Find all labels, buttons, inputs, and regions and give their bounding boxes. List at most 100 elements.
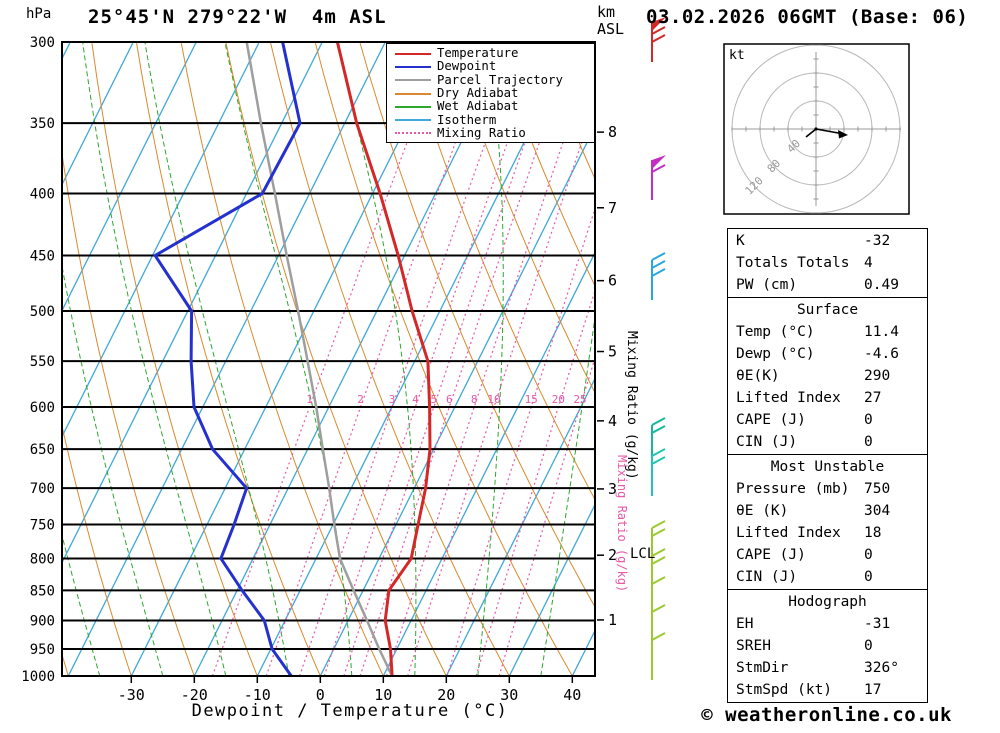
mixing-ratio-axis-label-pink: Mixing Ratio (g/kg) <box>615 455 629 593</box>
table-row: Lifted Index 27 <box>728 387 927 409</box>
table-row-label: Lifted Index <box>736 390 841 406</box>
table-section: K -32 Totals Totals 4 PW (cm) 0.49 <box>727 228 928 298</box>
legend-item: Mixing Ratio <box>387 125 594 140</box>
table-section: Most Unstable Pressure (mb) 750 θE (K) 304 Li… <box>727 454 928 590</box>
copyright: © weatheronline.co.uk <box>701 704 952 726</box>
table-row: θE(K) 290 <box>728 365 927 387</box>
legend-item: Temperature <box>387 47 594 60</box>
dry-adiabat-line <box>91 42 258 676</box>
table-row: PW (cm) 0.49 <box>728 274 927 296</box>
table-row-label: Lifted Index <box>736 525 841 541</box>
wind-barb <box>651 252 666 300</box>
table-row-value: 17 <box>864 682 882 698</box>
temp-tick-label: 0 <box>316 686 325 704</box>
pressure-tick-label: 550 <box>30 354 55 370</box>
mixing-ratio-value-label: 6 <box>446 393 453 406</box>
height-unit-km: km <box>597 3 616 21</box>
table-row-value: -31 <box>864 616 891 632</box>
legend-line-sample <box>395 92 431 95</box>
table-row: CIN (J) 0 <box>728 431 927 453</box>
legend-item-label: Isotherm <box>437 112 497 127</box>
dry-adiabat-line <box>493 42 595 288</box>
temp-tick-label: -20 <box>181 686 208 704</box>
pressure-tick-label: 450 <box>30 249 55 265</box>
hodograph-origin-dot <box>814 127 818 131</box>
table-row-label: EH <box>736 616 754 632</box>
lcl-label: LCL <box>630 546 656 562</box>
table-row: Pressure (mb) 750 <box>728 478 927 500</box>
table-row: θE (K) 304 <box>728 500 927 522</box>
legend-item: Isotherm <box>387 113 594 126</box>
wind-barb <box>651 17 666 62</box>
page-title: 25°45'N 279°22'W 4m ASL <box>88 6 387 28</box>
legend-item: Wet Adiabat <box>387 100 594 113</box>
table-row-label: CAPE (J) <box>736 412 806 428</box>
height-tick-label: 7 <box>608 199 617 217</box>
isotherm-line <box>508 503 595 676</box>
pressure-tick-label: 950 <box>30 642 55 658</box>
mixing-ratio-line <box>359 42 575 676</box>
legend-item-label: Mixing Ratio <box>437 125 526 140</box>
dry-adiabat-line <box>0 42 5 676</box>
legend-item: Dewpoint <box>387 60 594 73</box>
mixing-ratio-value-label: 4 <box>412 393 419 406</box>
isotherm-line <box>319 125 595 676</box>
dry-adiabat-line <box>448 42 595 394</box>
table-row-label: Dewp (°C) <box>736 346 815 362</box>
table-section-header: Surface <box>796 302 859 318</box>
table-row-label: θE (K) <box>736 503 789 519</box>
isotherm-line <box>193 42 512 676</box>
pressure-tick-label: 500 <box>30 304 55 320</box>
table-row-value: 11.4 <box>864 324 899 340</box>
chart-frame <box>61 41 596 677</box>
mixing-ratio-value-label: 5 <box>430 393 437 406</box>
isotherm-line <box>256 42 575 676</box>
legend-line-sample <box>395 105 431 108</box>
table-row-label: Temp (°C) <box>736 324 815 340</box>
legend-item: Dry Adiabat <box>387 87 594 100</box>
height-tick-label: 8 <box>608 123 617 141</box>
legend-line-sample <box>395 119 431 122</box>
skewt-plot-area: 1 2 3 4 5 6 8 10 15 20 25 <box>0 42 595 676</box>
wet-adiabat-line <box>336 42 417 676</box>
height-tick-label: 3 <box>608 480 617 498</box>
height-axis-unit: km ASL <box>597 4 624 38</box>
table-row-value: 0 <box>864 412 873 428</box>
height-tick-label: 2 <box>608 546 617 564</box>
legend-line-sample <box>395 132 431 135</box>
table-row-value: 4 <box>864 255 873 271</box>
wind-barb-column <box>651 17 666 680</box>
legend-item-label: Temperature <box>437 46 519 61</box>
isotherm-line <box>445 377 595 676</box>
parcel-trajectory-curve <box>245 42 394 676</box>
table-row: K -32 <box>728 230 927 252</box>
table-section: Surface Temp (°C) 11.4 Dewp (°C) -4.6 θE(K) 29… <box>727 297 928 455</box>
table-row-label: θE(K) <box>736 368 780 384</box>
table-row-label: CIN (J) <box>736 569 798 585</box>
pressure-tick-label: 1000 <box>21 669 55 685</box>
temp-tick-label: 30 <box>500 686 518 704</box>
legend-line-sample <box>395 79 431 82</box>
table-row: CAPE (J) 0 <box>728 409 927 431</box>
temperature-curve <box>335 42 432 676</box>
table-row-label: PW (cm) <box>736 277 798 293</box>
pressure-tick-label: 750 <box>30 518 55 534</box>
table-section: Hodograph EH -31 SREH 0 StmDir 326° StmSpd (kt)… <box>727 589 928 703</box>
table-section-header: Most Unstable <box>770 459 885 475</box>
hodograph-trace-arrow <box>838 130 848 139</box>
mixing-ratio-value-label: 10 <box>487 393 500 406</box>
table-row-value: 0.49 <box>864 277 899 293</box>
temp-tick-label: 20 <box>437 686 455 704</box>
table-row-value: 750 <box>864 481 891 497</box>
wet-adiabat-line <box>540 313 595 676</box>
height-unit-asl: ASL <box>597 20 625 38</box>
mixing-ratio-value-label: 20 <box>552 393 565 406</box>
table-row-value: -32 <box>864 233 891 249</box>
isotherm-line <box>62 42 323 565</box>
mixing-ratio-value-label: 1 <box>306 393 313 406</box>
pressure-tick-label: 850 <box>30 583 55 599</box>
wind-barb <box>651 604 666 652</box>
table-row-label: StmDir <box>736 660 789 676</box>
